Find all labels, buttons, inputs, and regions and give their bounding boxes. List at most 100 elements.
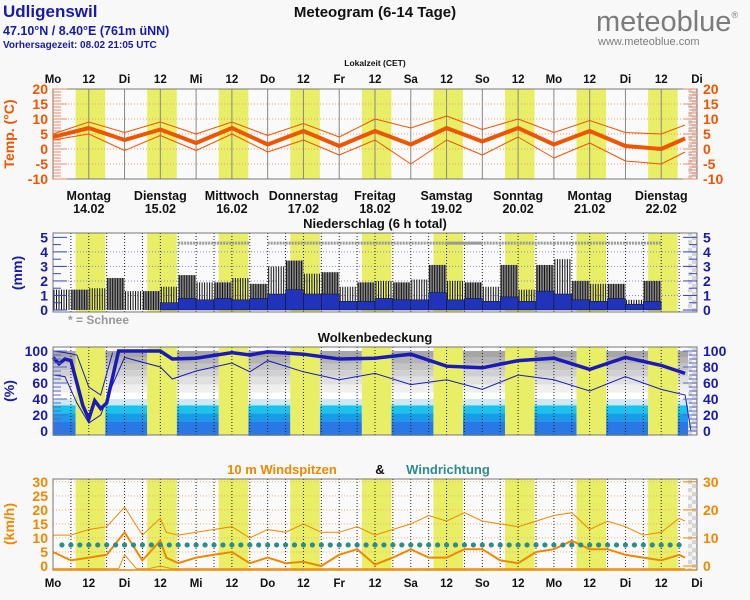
coordinates: 47.10°N / 8.40°E (761m üNN) bbox=[3, 24, 170, 38]
bottom-time-label: 12 bbox=[655, 578, 668, 590]
wind-direction-dot bbox=[86, 542, 92, 548]
cloud-layer-band bbox=[391, 357, 434, 364]
precip-spread-bar bbox=[106, 278, 125, 310]
cloud-layer-band bbox=[105, 376, 148, 385]
bottom-time-label: So bbox=[475, 578, 490, 590]
cloud-layer-band bbox=[391, 370, 434, 377]
cloud-layer-band bbox=[105, 392, 148, 399]
wind-direction-dot bbox=[282, 542, 289, 548]
top-time-label: Sa bbox=[404, 74, 419, 86]
wind-direction-dot bbox=[435, 542, 441, 548]
temp-right-ytick-label: 0 bbox=[703, 141, 711, 157]
temp-axis-title: Temp. (°C) bbox=[1, 99, 17, 168]
temp-upper-line bbox=[52, 115, 686, 138]
top-time-label: Mo bbox=[546, 74, 563, 86]
cloud-right-ytick-label: 60 bbox=[703, 375, 719, 391]
temp-left-ytick-label: 20 bbox=[32, 81, 48, 97]
brand-logo[interactable]: meteoblue® bbox=[596, 6, 738, 39]
cloud-lower-line bbox=[52, 356, 692, 432]
precip-expected-bar bbox=[303, 293, 322, 311]
precip-right-ytick-label: 2 bbox=[703, 273, 711, 289]
cloud-layer-band bbox=[248, 392, 291, 399]
precip-expected-bar bbox=[607, 298, 626, 311]
bottom-time-label: 12 bbox=[225, 578, 238, 590]
bottom-time-label: 12 bbox=[82, 578, 95, 590]
top-time-label: Mo bbox=[45, 74, 62, 86]
precip-right-ytick-label: 5 bbox=[703, 229, 711, 245]
registered-mark: ® bbox=[731, 10, 739, 20]
wind-direction-dot bbox=[139, 542, 146, 548]
wind-direction-dot bbox=[399, 542, 405, 548]
precip-expected-bar bbox=[482, 301, 501, 311]
wind-direction-dot bbox=[506, 542, 512, 548]
cloud-layer-band bbox=[319, 370, 362, 377]
wind-direction-dot bbox=[649, 542, 655, 548]
forecast-time: Vorhersagezeit: 08.02 21:05 UTC bbox=[3, 40, 157, 51]
bottom-time-label: Do bbox=[260, 578, 275, 590]
wind-right-ytick-label: 10 bbox=[703, 530, 719, 546]
cloud-layer-band bbox=[53, 392, 76, 399]
timezone-label: Lokalzeit (CET) bbox=[344, 58, 406, 68]
wind-direction-dot bbox=[497, 542, 503, 548]
wind-left-ytick-label: 10 bbox=[32, 530, 48, 546]
wind-direction-dot bbox=[113, 542, 119, 548]
top-time-label: 12 bbox=[82, 74, 95, 86]
precip-spread-bar bbox=[89, 288, 106, 310]
wind-direction-dot bbox=[229, 542, 235, 548]
wind-direction-dot bbox=[443, 542, 450, 548]
brand-name: meteoblue bbox=[596, 6, 732, 38]
precip-left-ytick-label: 3 bbox=[40, 258, 48, 274]
cloud-layer-band bbox=[606, 392, 649, 399]
bottom-time-label: 12 bbox=[512, 578, 525, 590]
cloud-daylight-band bbox=[433, 347, 463, 435]
cloud-layer-band bbox=[391, 384, 434, 393]
cloud-layer-band bbox=[391, 413, 434, 422]
cloud-layer-band bbox=[534, 405, 577, 414]
wind-direction-dot bbox=[408, 542, 414, 548]
cloud-layer-band bbox=[319, 421, 362, 436]
precip-expected-bar bbox=[195, 299, 215, 311]
top-time-label: 12 bbox=[583, 74, 596, 86]
day-date: 16.02 bbox=[216, 202, 247, 216]
precip-expected-bar bbox=[321, 293, 340, 311]
precip-expected-bar bbox=[285, 289, 304, 311]
cloud-layer-band bbox=[319, 413, 362, 422]
cloud-layer-band bbox=[53, 405, 76, 414]
cloud-layer-band bbox=[391, 392, 434, 399]
wind-direction-dot bbox=[604, 542, 611, 548]
wind-direction-dot bbox=[336, 542, 342, 548]
page-title: Meteogram (6-14 Tage) bbox=[293, 4, 457, 21]
wind-direction-dot bbox=[238, 542, 244, 548]
cloud-layer-band bbox=[534, 363, 577, 371]
cloud-layer-band bbox=[462, 405, 505, 414]
cloud-left-ytick-label: 80 bbox=[32, 359, 48, 375]
wind-axis-title: (km/h) bbox=[1, 503, 17, 545]
cloud-layer-band bbox=[606, 370, 649, 377]
cloud-layer-band bbox=[105, 399, 148, 406]
cloud-layer-band bbox=[176, 405, 219, 414]
top-time-label: Di bbox=[119, 74, 131, 86]
cloud-layer-band bbox=[534, 357, 577, 364]
cloud-layer-band bbox=[677, 351, 689, 358]
cloud-left-ytick-label: 100 bbox=[25, 343, 49, 359]
day-name: Dienstag bbox=[635, 189, 688, 203]
wind-left-ytick-label: 15 bbox=[32, 516, 48, 532]
day-name: Mittwoch bbox=[205, 189, 259, 203]
cloud-layer-band bbox=[319, 392, 362, 399]
cloud-layer-band bbox=[606, 351, 649, 358]
brand-url[interactable]: www.meteoblue.com bbox=[598, 36, 700, 48]
cloud-layer-band bbox=[462, 351, 505, 358]
temp-mean-line bbox=[52, 126, 686, 151]
cloud-layer-band bbox=[105, 405, 148, 414]
temp-left-ytick-label: -10 bbox=[28, 171, 48, 187]
wind-right-ytick-label: 0 bbox=[703, 558, 711, 574]
cloud-layer-band bbox=[462, 392, 505, 399]
cloud-layer-band bbox=[53, 370, 76, 377]
day-date: 14.02 bbox=[73, 202, 104, 216]
precip-left-ytick-label: 1 bbox=[40, 287, 48, 303]
wind-direction-dot bbox=[166, 542, 172, 548]
cloud-layer-band bbox=[176, 399, 219, 406]
top-time-label: Mi bbox=[190, 74, 203, 86]
top-time-label: 12 bbox=[512, 74, 525, 86]
bottom-time-label: 12 bbox=[369, 578, 382, 590]
